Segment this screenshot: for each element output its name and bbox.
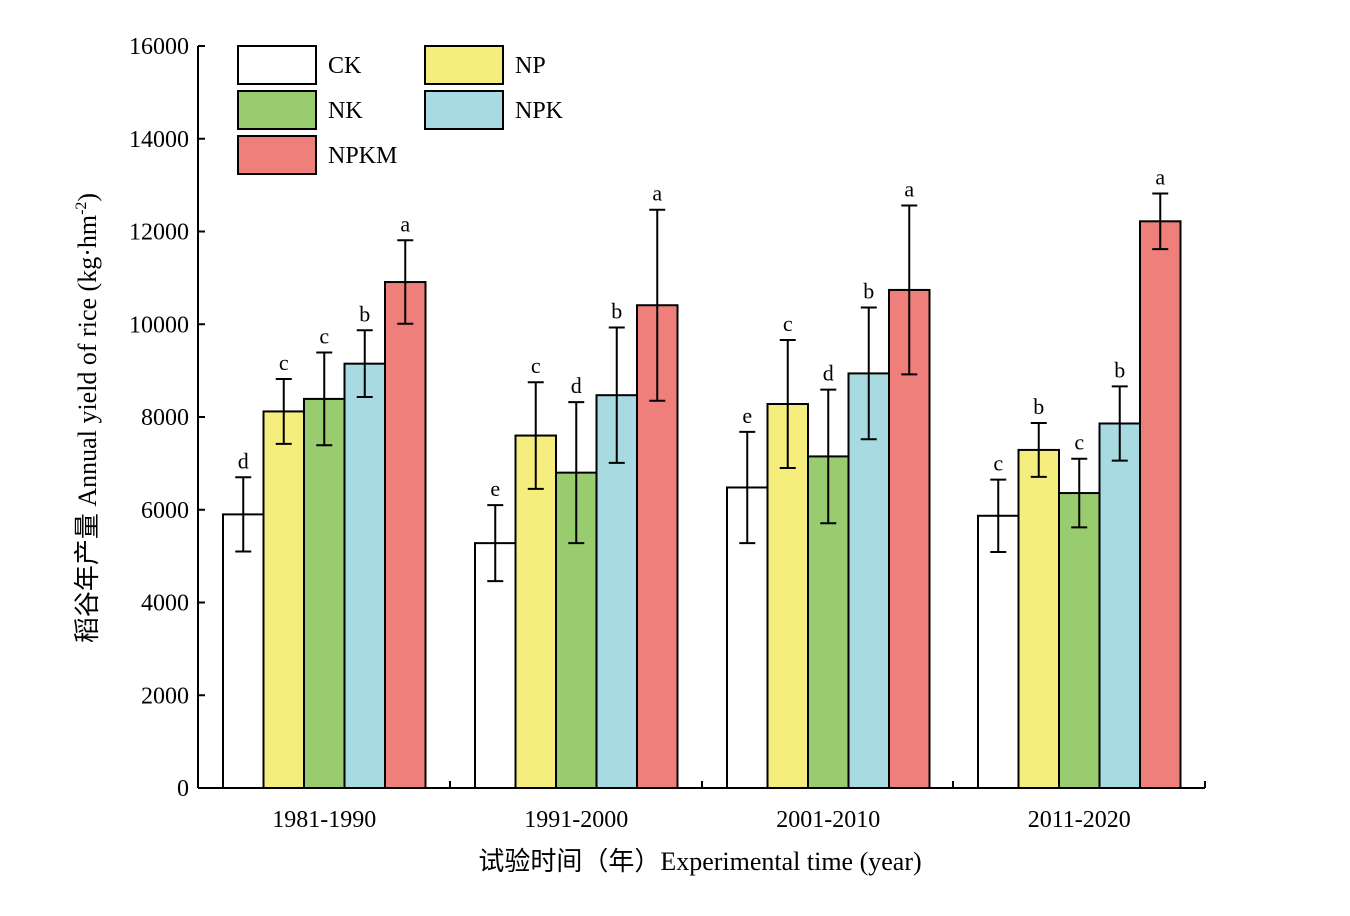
bar-ck-2011-2020 <box>977 514 1020 789</box>
legend-label: NPK <box>515 98 564 124</box>
error-bar-npk-1991-2000 <box>608 326 625 464</box>
y-tick-label: 14000 <box>129 127 189 153</box>
x-category-label: 1981-1990 <box>272 807 376 833</box>
bar-np-1981-1990 <box>262 410 305 789</box>
significance-letter-npkm-2001-2010: a <box>904 177 914 202</box>
significance-letter-npk-2001-2010: b <box>863 279 874 304</box>
legend-swatch <box>424 90 504 130</box>
error-bar-npkm-1991-2000 <box>649 208 666 402</box>
significance-letter-ck-1991-2000: e <box>490 476 500 501</box>
error-bar-nk-2001-2010 <box>820 388 837 525</box>
significance-letter-nk-1981-1990: c <box>319 324 329 349</box>
legend-swatch <box>237 45 317 85</box>
significance-letter-np-2011-2020: b <box>1033 394 1044 419</box>
y-tick-label: 10000 <box>129 312 189 338</box>
legend-item-np: NP <box>424 45 546 85</box>
legend-item-nk: NK <box>237 90 363 130</box>
significance-letter-ck-1981-1990: d <box>238 448 249 473</box>
legend-label: NK <box>328 98 363 124</box>
significance-letter-npk-1991-2000: b <box>611 298 622 323</box>
significance-letter-ck-2011-2020: c <box>993 451 1003 476</box>
error-bar-ck-2001-2010 <box>739 430 756 545</box>
bar-nk-2011-2020 <box>1058 492 1101 789</box>
y-axis-title-close: ) <box>73 193 102 202</box>
y-tick-label: 4000 <box>141 591 189 617</box>
significance-letter-np-2001-2010: c <box>783 311 793 336</box>
bar-npk-1981-1990 <box>343 362 386 789</box>
y-axis-title: 稻谷年产量 Annual yield of rice (kg·hm-2) <box>73 193 102 643</box>
legend-swatch <box>237 90 317 130</box>
y-tick-label: 0 <box>177 776 189 802</box>
y-tick-label: 16000 <box>129 34 189 60</box>
legend-item-npkm: NPKM <box>237 135 397 175</box>
significance-letter-np-1991-2000: c <box>531 353 541 378</box>
legend-label: NPKM <box>328 143 397 169</box>
bar-ck-1991-2000 <box>474 542 517 790</box>
x-axis-title: 试验时间（年）Experimental time (year) <box>478 847 921 876</box>
bar-nk-1981-1990 <box>303 397 346 789</box>
y-axis-title-sup: -2 <box>73 202 90 215</box>
error-bar-np-2011-2020 <box>1030 422 1047 478</box>
bar-ck-1981-1990 <box>222 513 265 789</box>
y-tick-label: 12000 <box>129 220 189 246</box>
significance-letter-npk-1981-1990: b <box>359 301 370 326</box>
y-tick-label: 6000 <box>141 498 189 524</box>
error-bar-np-1981-1990 <box>275 377 292 445</box>
bar-np-2011-2020 <box>1017 448 1060 789</box>
significance-letter-nk-2001-2010: d <box>823 361 834 386</box>
y-axis-title-main: 稻谷年产量 Annual yield of rice (kg·hm <box>73 215 102 643</box>
error-bar-npk-1981-1990 <box>356 329 373 399</box>
error-bar-npk-2011-2020 <box>1111 385 1128 462</box>
error-bar-npkm-1981-1990 <box>397 239 414 325</box>
error-bar-ck-1991-2000 <box>487 504 504 583</box>
error-bar-np-1991-2000 <box>527 381 544 490</box>
y-tick-label: 2000 <box>141 683 189 709</box>
error-bar-ck-1981-1990 <box>235 476 252 553</box>
error-bars-layer <box>235 192 1169 583</box>
x-category-label: 2011-2020 <box>1028 807 1131 833</box>
significance-letter-nk-2011-2020: c <box>1074 430 1084 455</box>
error-bar-np-2001-2010 <box>779 339 796 470</box>
legend-item-npk: NPK <box>424 90 564 130</box>
significance-letter-ck-2001-2010: e <box>742 403 752 428</box>
y-tick-label: 8000 <box>141 405 189 431</box>
error-bar-npkm-2001-2010 <box>901 204 918 376</box>
error-bar-npkm-2011-2020 <box>1152 192 1169 251</box>
x-category-label: 2001-2010 <box>776 807 880 833</box>
error-bar-nk-2011-2020 <box>1071 457 1088 529</box>
legend-label: CK <box>328 53 362 79</box>
error-bar-ck-2011-2020 <box>990 478 1007 553</box>
bars-layer <box>222 220 1182 790</box>
significance-letter-npkm-1981-1990: a <box>400 211 410 236</box>
legend-item-ck: CK <box>237 45 362 85</box>
bar-npk-2011-2020 <box>1098 422 1141 789</box>
significance-letter-nk-1991-2000: d <box>571 373 582 398</box>
x-category-label: 1991-2000 <box>524 807 628 833</box>
axes-layer: 0 2000 4000 6000 8000 10000 12000 14000 16000 198… <box>129 34 1206 833</box>
error-bar-nk-1981-1990 <box>316 351 333 447</box>
error-bar-npk-2001-2010 <box>860 306 877 441</box>
significance-letters-layer: d c c b a e c d b a e c d b a c b c b a <box>238 164 1166 501</box>
legend-swatch <box>237 135 317 175</box>
bar-npkm-2011-2020 <box>1139 220 1182 790</box>
error-bar-nk-1991-2000 <box>568 401 585 545</box>
bar-npkm-1981-1990 <box>384 281 427 789</box>
significance-letter-npkm-2011-2020: a <box>1155 164 1165 189</box>
significance-letter-npkm-1991-2000: a <box>652 181 662 206</box>
significance-letter-npk-2011-2020: b <box>1114 357 1125 382</box>
legend: CK NP NK NPK NPKM <box>237 45 564 175</box>
legend-label: NP <box>515 53 546 79</box>
legend-swatch <box>424 45 504 85</box>
significance-letter-np-1981-1990: c <box>279 350 289 375</box>
